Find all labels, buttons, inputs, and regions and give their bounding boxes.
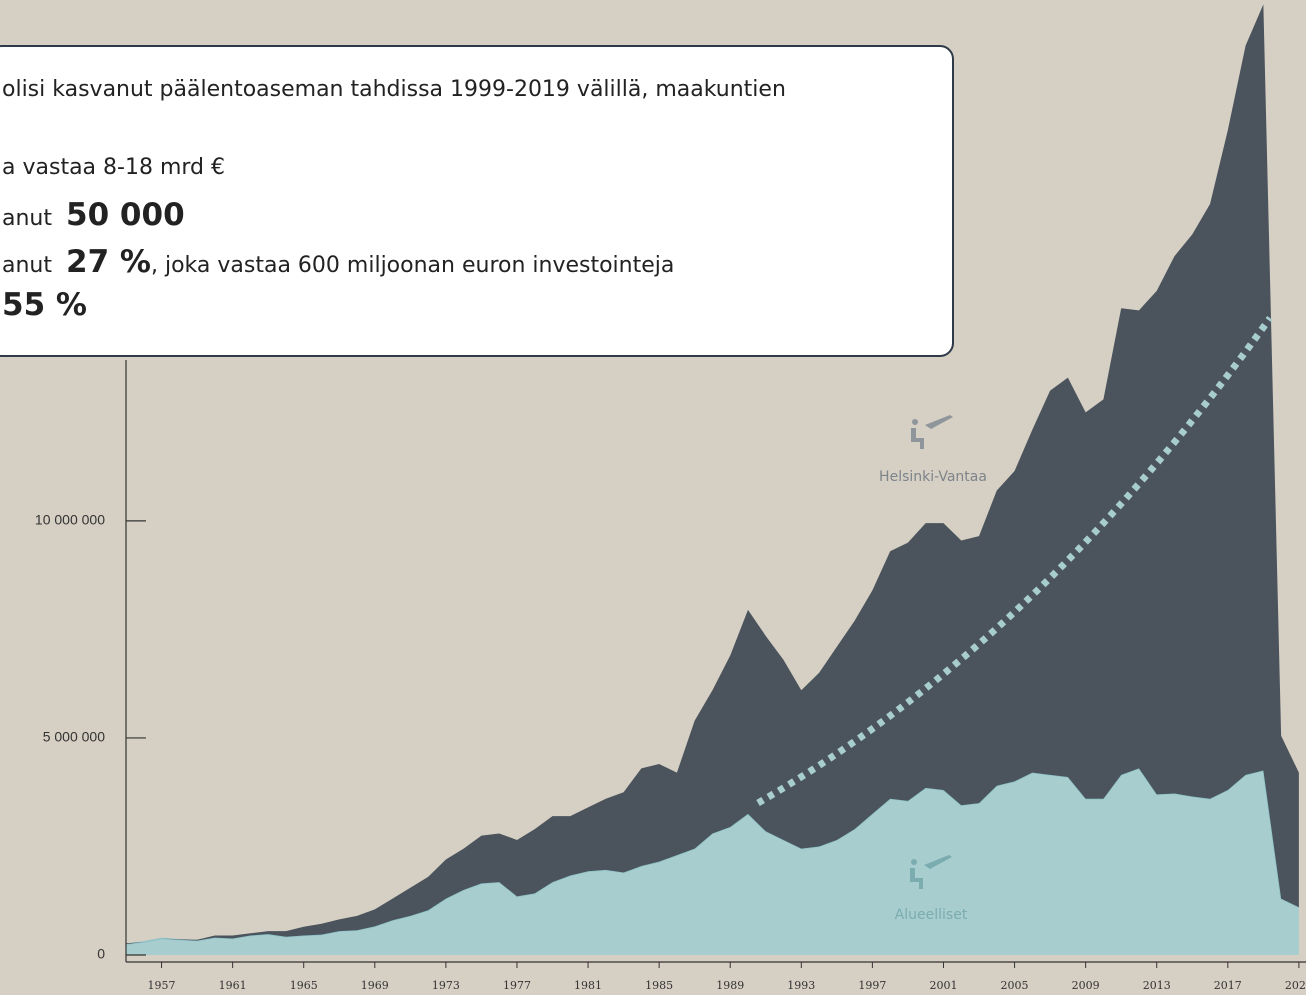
info-text: anut (2, 253, 52, 278)
x-tick-label: 2009 (1072, 979, 1100, 992)
info-highlight: 50 000 (66, 197, 185, 233)
y-tick-label: 10 000 000 (35, 512, 105, 528)
x-tick-label: 1981 (574, 979, 602, 992)
plot-area (125, 4, 1300, 955)
x-tick-label: 1985 (645, 979, 673, 992)
regional-icon (910, 855, 952, 889)
info-highlight: 27 % (66, 244, 151, 280)
info-highlight: 55 % (2, 287, 87, 323)
x-tick-label: 2013 (1143, 979, 1171, 992)
info-line: anut 50 000 (2, 197, 185, 233)
x-tick-label: 1973 (432, 979, 460, 992)
area (126, 4, 1299, 945)
info-text: olisi kasvanut päälentoaseman tahdissa 1… (2, 77, 786, 102)
hv-icon (911, 415, 953, 449)
info-text: anut (2, 206, 52, 231)
x-tick-label: 2021 (1285, 979, 1306, 992)
info-box: olisi kasvanut päälentoaseman tahdissa 1… (0, 45, 954, 357)
x-tick-label: 1969 (361, 979, 389, 992)
info-text: , joka vastaa 600 miljoonan euron invest… (151, 253, 675, 278)
series-label: Helsinki-Vantaa (879, 469, 987, 485)
x-tick-label: 2001 (929, 979, 957, 992)
trend-line (756, 315, 1273, 807)
x-tick-label: 1997 (858, 979, 886, 992)
info-line: a vastaa 8-18 mrd € (2, 155, 225, 180)
x-tick-label: 1965 (290, 979, 318, 992)
y-tick-label: 0 (97, 946, 105, 962)
x-tick-label: 1989 (716, 979, 744, 992)
info-line: anut 27 %, joka vastaa 600 miljoonan euro… (2, 244, 674, 280)
info-line: olisi kasvanut päälentoaseman tahdissa 1… (2, 77, 786, 102)
info-line: 55 % (2, 287, 87, 323)
x-tick-label: 1993 (787, 979, 815, 992)
x-tick-label: 1977 (503, 979, 531, 992)
x-tick-label: 1961 (219, 979, 247, 992)
area (126, 768, 1299, 955)
x-tick-label: 2017 (1214, 979, 1242, 992)
series-label: Alueelliset (895, 907, 968, 923)
x-tick-label: 1957 (148, 979, 176, 992)
info-text: a vastaa 8-18 mrd € (2, 155, 225, 180)
y-tick-label: 5 000 000 (43, 729, 105, 745)
x-tick-label: 2005 (1001, 979, 1029, 992)
area-edge (125, 767, 1300, 945)
